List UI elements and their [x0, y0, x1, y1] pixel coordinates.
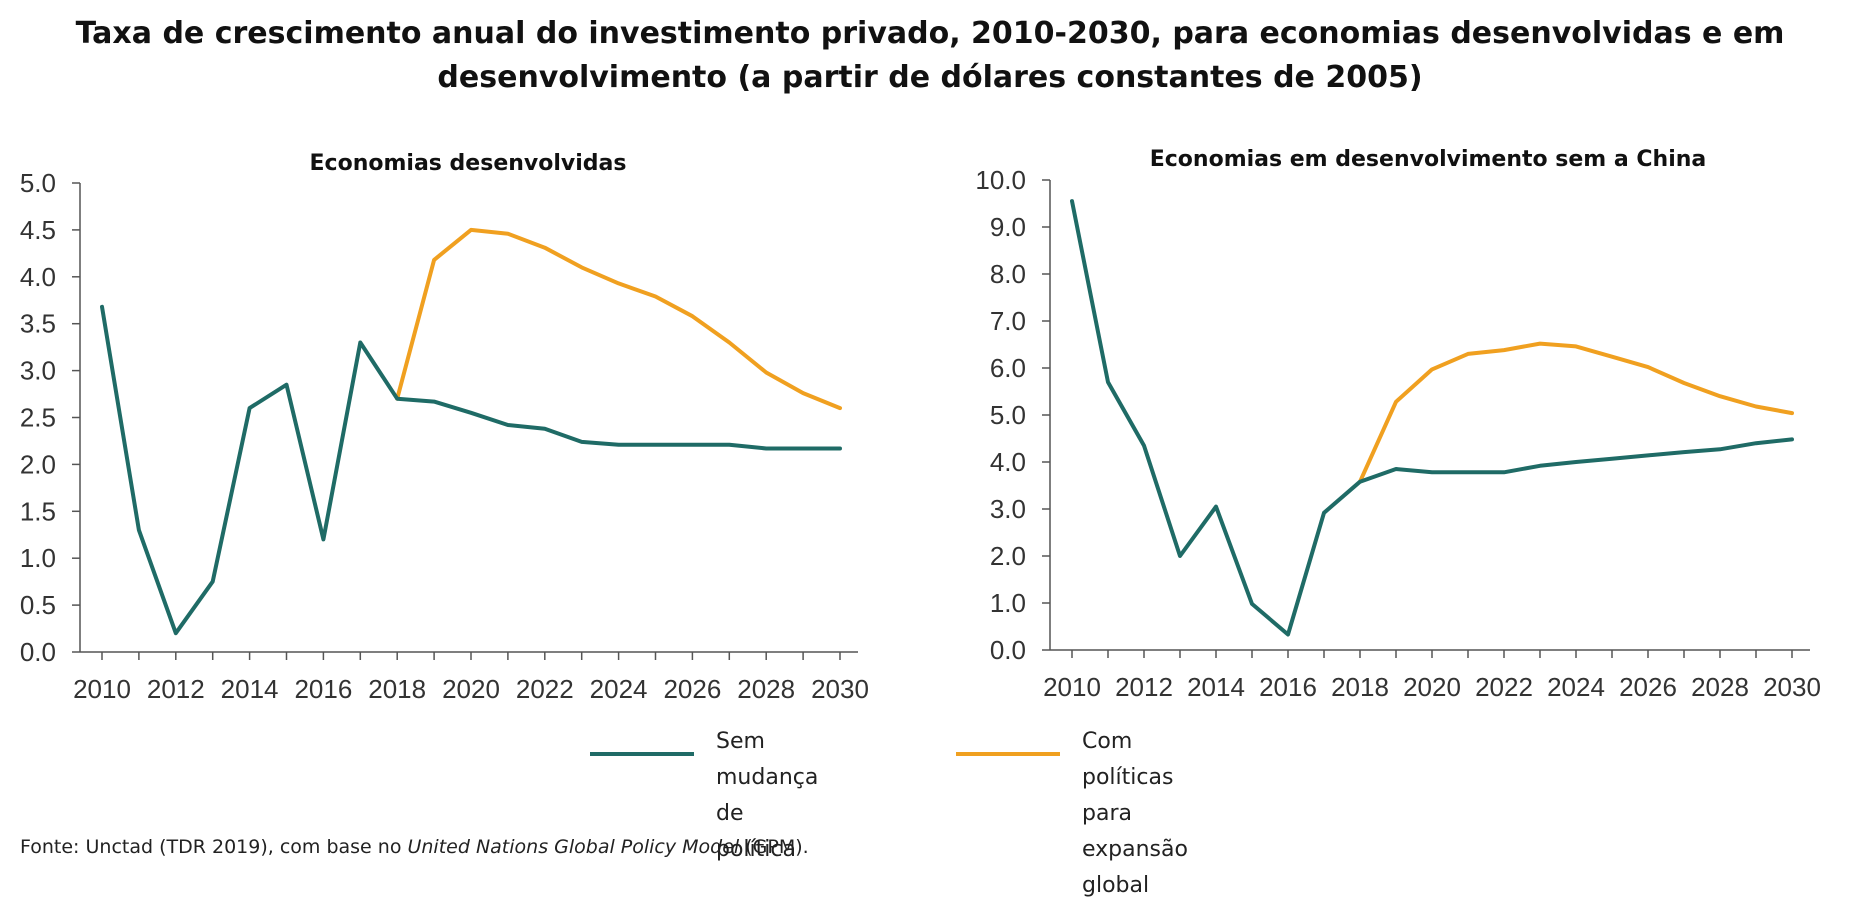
series-line-no-policy-change-developing [1070, 199, 1794, 637]
charts-canvas: Economias desenvolvidas 0.0 0.5 1.0 1.5 2.0 2.… [20, 147, 1821, 704]
chart-panel-developed: Economias desenvolvidas 0.0 0.5 1.0 1.5 2.0 2.… [20, 151, 869, 704]
y-tick-label: 1.0 [20, 543, 56, 573]
y-tick-label: 0.0 [20, 637, 56, 667]
series-line-no-policy-change-developed [100, 304, 842, 636]
x-tick-label: 2014 [221, 674, 279, 704]
y-tick-label: 2.5 [20, 403, 56, 433]
y-tick-label: 6.0 [990, 353, 1026, 383]
y-tick-label: 5.0 [20, 168, 56, 198]
x-tick-label: 2018 [1331, 672, 1389, 702]
chart-title-line-1: Taxa de crescimento anual do investiment… [75, 16, 1785, 51]
y-tick-label: 3.5 [20, 309, 56, 339]
x-tick-label: 2030 [1763, 672, 1821, 702]
x-tick-label: 2012 [147, 674, 205, 704]
legend-label-line: Com políticas para [1082, 729, 1174, 826]
legend-swatch-no-policy-change [590, 752, 694, 756]
x-tick-label: 2010 [1043, 672, 1101, 702]
chart-title: Taxa de crescimento anual do investiment… [0, 12, 1860, 100]
y-tick-label: 3.0 [20, 356, 56, 386]
y-tick-label: 4.5 [20, 215, 56, 245]
series-line-global-expansion-developing [1358, 341, 1794, 484]
x-tick-label: 2020 [442, 674, 500, 704]
x-tick-label: 2018 [368, 674, 426, 704]
x-tick-label: 2026 [663, 674, 721, 704]
source-suffix: (GPM). [739, 836, 809, 858]
y-tick-label: 4.0 [990, 447, 1026, 477]
y-tick-label: 2.0 [20, 449, 56, 479]
y-tick-label: 9.0 [990, 212, 1026, 242]
y-tick-label: 10.0 [975, 165, 1026, 195]
source-prefix: Fonte: Unctad (TDR 2019), com base no [20, 836, 408, 858]
y-tick-label: 8.0 [990, 259, 1026, 289]
y-tick-label: 0.0 [990, 635, 1026, 665]
x-tick-label: 2014 [1187, 672, 1245, 702]
legend-label-line: Sem mudança de [716, 729, 819, 826]
source-italic: United Nations Global Policy Model [407, 836, 740, 858]
x-tick-label: 2028 [1691, 672, 1749, 702]
x-tick-label: 2016 [294, 674, 352, 704]
chart-title-line-2: desenvolvimento (a partir de dólares con… [437, 60, 1423, 95]
panel-title: Economias desenvolvidas [310, 151, 627, 176]
x-tick-label: 2024 [590, 674, 648, 704]
x-tick-label: 2010 [73, 674, 131, 704]
y-tick-label: 1.0 [990, 588, 1026, 618]
y-tick-label: 2.0 [990, 541, 1026, 571]
legend-label-line: expansão global [1082, 837, 1188, 898]
chart-panel-developing: Economias em desenvolvimento sem a China… [975, 147, 1821, 702]
x-tick-label: 2016 [1259, 672, 1317, 702]
legend: Sem mudança de política Com políticas pa… [580, 724, 1300, 898]
x-tick-label: 2012 [1115, 672, 1173, 702]
legend-label-global-expansion: Com políticas para expansão global [1082, 724, 1188, 904]
y-tick-label: 7.0 [990, 306, 1026, 336]
x-tick-label: 2028 [737, 674, 795, 704]
x-tick-label: 2020 [1403, 672, 1461, 702]
x-tick-label: 2022 [1475, 672, 1533, 702]
series-line-global-expansion-developed [395, 227, 842, 411]
y-tick-label: 1.5 [20, 496, 56, 526]
x-tick-label: 2022 [516, 674, 574, 704]
y-tick-label: 0.5 [20, 590, 56, 620]
x-tick-label: 2026 [1619, 672, 1677, 702]
x-tick-label: 2030 [811, 674, 869, 704]
y-tick-label: 5.0 [990, 400, 1026, 430]
legend-swatch-global-expansion [956, 752, 1060, 756]
x-tick-label: 2024 [1547, 672, 1605, 702]
legend-label-no-policy-change: Sem mudança de política [716, 724, 818, 868]
panel-title: Economias em desenvolvimento sem a China [1150, 147, 1707, 172]
source-note: Fonte: Unctad (TDR 2019), com base no Un… [20, 836, 809, 858]
y-tick-label: 3.0 [990, 494, 1026, 524]
legend-label-line: política [716, 837, 796, 862]
y-tick-label: 4.0 [20, 262, 56, 292]
